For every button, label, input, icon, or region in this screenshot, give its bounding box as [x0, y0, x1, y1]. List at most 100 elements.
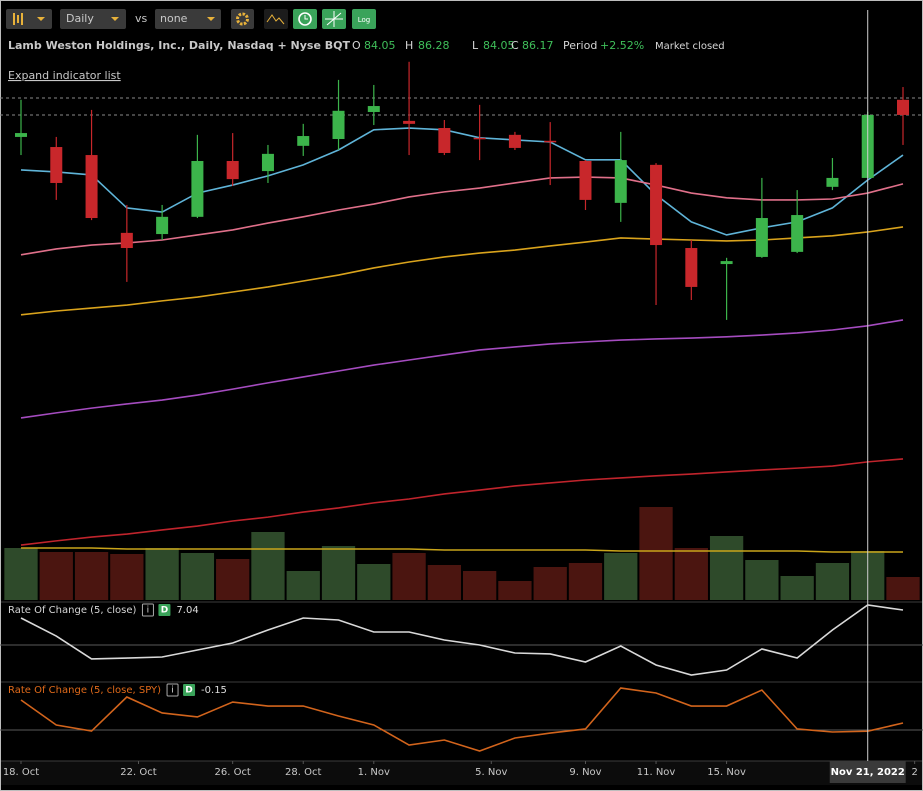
x-tick-label: 15. Nov — [707, 767, 746, 778]
candle-body — [508, 134, 521, 148]
candle-body — [156, 216, 169, 235]
volume-bar — [709, 536, 744, 600]
x-tick-label: 26. Oct — [214, 767, 250, 778]
data-badge-label: D — [161, 606, 168, 616]
overlay: Nov 21, 2022 — [829, 10, 906, 783]
volume-bar — [568, 563, 603, 600]
volume-bar — [74, 552, 109, 600]
info-badge[interactable] — [141, 603, 154, 617]
caret — [207, 17, 215, 21]
chart-type-dropdown[interactable] — [6, 9, 52, 29]
gear-icon — [236, 12, 249, 26]
compare-dropdown[interactable] — [155, 9, 221, 29]
candle-body — [826, 177, 839, 187]
interval-dropdown[interactable] — [60, 9, 126, 29]
x-tick-label: 1. Nov — [358, 767, 390, 778]
candle-body — [544, 140, 557, 143]
volume-bar — [815, 563, 850, 600]
x-axis-area — [0, 761, 923, 785]
volume-bar — [216, 559, 250, 600]
indicator-line — [20, 604, 904, 676]
interval: Daily — [66, 12, 94, 25]
info-label: i — [147, 606, 150, 616]
log-label: Log — [358, 16, 371, 24]
x-tick-label: 9. Nov — [569, 767, 601, 778]
clock-hand — [304, 15, 308, 20]
candle-body — [897, 99, 909, 115]
clock-icon — [298, 12, 312, 26]
moving-average — [20, 319, 904, 419]
candle-body — [226, 160, 239, 180]
indicator-title: Rate Of Change (5, close) — [8, 605, 137, 616]
volume-bar — [886, 577, 920, 600]
caret — [111, 17, 119, 21]
volume-bar — [745, 560, 779, 600]
volume-bar — [604, 553, 638, 600]
vs-label: vs — [135, 12, 148, 25]
log-button[interactable] — [352, 9, 376, 29]
candle-body — [755, 218, 768, 257]
open-value: 84.05 — [364, 39, 396, 52]
low-value: 84.05 — [483, 39, 515, 52]
candle-body — [579, 160, 592, 200]
candle-body — [614, 160, 627, 203]
info-badge[interactable] — [166, 683, 179, 697]
volume-bar — [463, 571, 497, 600]
crosshair-label-box — [829, 761, 906, 783]
candle-body — [720, 261, 733, 265]
open-label: O — [352, 39, 361, 52]
indicator-line — [20, 687, 904, 752]
volume-bar — [674, 548, 708, 600]
crosshair-label: Nov 21, 2022 — [831, 767, 905, 778]
data-badge — [183, 684, 196, 696]
candle-body — [473, 137, 486, 140]
volume-bar — [533, 567, 567, 600]
volume-bar — [357, 564, 391, 600]
x-tick-label: 11. Nov — [637, 767, 676, 778]
candle-body — [15, 133, 27, 137]
info-label: i — [171, 686, 174, 696]
candle-body — [403, 120, 416, 124]
market-status: Market closed — [655, 41, 725, 52]
candle-body — [332, 110, 345, 140]
volume-bar — [780, 576, 814, 600]
volume-bar — [498, 581, 532, 600]
data-badge — [158, 604, 171, 616]
volume-average — [21, 547, 903, 553]
x-tick-label: 18. Oct — [3, 767, 39, 778]
volume-bar — [639, 507, 673, 600]
expand-indicators[interactable]: Expand indicator list — [8, 69, 121, 82]
close-label: C — [511, 39, 519, 52]
settings-button[interactable] — [231, 9, 254, 29]
candle-icon — [13, 13, 23, 25]
candle-body — [367, 106, 380, 112]
x-tick-label: 28. Oct — [285, 767, 321, 778]
volume-bar — [4, 548, 38, 600]
high-value: 86.28 — [418, 39, 450, 52]
x-tick-label: 2 — [911, 767, 917, 778]
volume-bar — [427, 565, 461, 600]
indicator-value: -0.15 — [201, 685, 227, 696]
candle-body — [191, 160, 204, 217]
draw-button[interactable] — [264, 9, 288, 29]
moving-average — [20, 176, 904, 256]
candle-body — [685, 248, 698, 287]
volume-bar — [321, 546, 356, 600]
low-label: L — [472, 39, 479, 52]
caret — [37, 17, 45, 21]
x-tick-label: 5. Nov — [475, 767, 507, 778]
volume-bar — [110, 554, 144, 600]
toolbar: Daily vs none Log — [6, 9, 376, 29]
compare: none — [160, 12, 188, 25]
high-label: H — [405, 39, 413, 52]
close-value: 86.17 — [522, 39, 554, 52]
indicator-value: 7.04 — [176, 605, 198, 616]
candle-body — [297, 136, 310, 146]
candle-body — [85, 155, 98, 219]
candle-body — [791, 215, 804, 252]
volume-bar — [251, 532, 285, 600]
indicator-title: Rate Of Change (5, close, SPY) — [8, 685, 161, 696]
moving-average — [20, 458, 904, 546]
